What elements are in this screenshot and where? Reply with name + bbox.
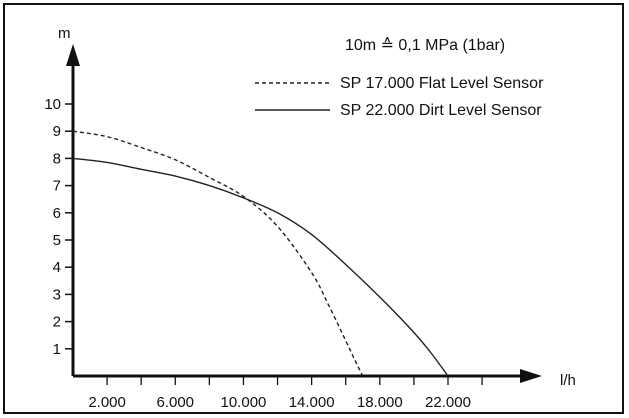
legend-label-dirt-sensor: SP 22.000 Dirt Level Sensor <box>340 102 542 119</box>
y-tick-label: 4 <box>53 259 61 276</box>
y-tick-label: 2 <box>53 314 61 331</box>
x-tick-label: 22.000 <box>425 394 471 411</box>
x-tick-label: 14.000 <box>289 394 335 411</box>
series-line-dirt-level-sensor <box>72 157 449 377</box>
x-tick-label: 6.000 <box>156 394 194 411</box>
axes <box>66 44 542 383</box>
y-axis-arrow <box>66 44 80 66</box>
ticks: 1 2 3 4 5 6 7 8 9 10 2.000 6.000 10.000 14.000 18.000 2… <box>44 96 483 411</box>
y-tick-label: 3 <box>53 286 61 303</box>
y-tick-label: 5 <box>53 232 61 249</box>
legend-label-flat-sensor: SP 17.000 Flat Level Sensor <box>340 75 544 92</box>
x-tick-label: 10.000 <box>221 394 267 411</box>
pressure-annotation: 10m ≙ 0,1 MPa (1bar) <box>345 37 505 54</box>
x-tick-label: 18.000 <box>357 394 403 411</box>
y-tick-label: 10 <box>44 96 61 113</box>
x-axis-arrow <box>520 369 542 383</box>
legend: SP 17.000 Flat Level Sensor SP 22.000 Di… <box>255 75 544 119</box>
series-line-flat-level-sensor <box>72 130 364 377</box>
x-axis-label: l/h <box>560 372 576 389</box>
y-tick-label: 7 <box>53 178 61 195</box>
chart-frame <box>3 3 624 414</box>
x-tick-label: 2.000 <box>88 394 126 411</box>
y-tick-label: 1 <box>53 341 61 358</box>
y-tick-label: 6 <box>53 205 61 222</box>
y-tick-label: 8 <box>53 150 61 167</box>
y-axis-label: m <box>58 25 71 42</box>
y-tick-label: 9 <box>53 123 61 140</box>
series-layer <box>72 130 449 377</box>
